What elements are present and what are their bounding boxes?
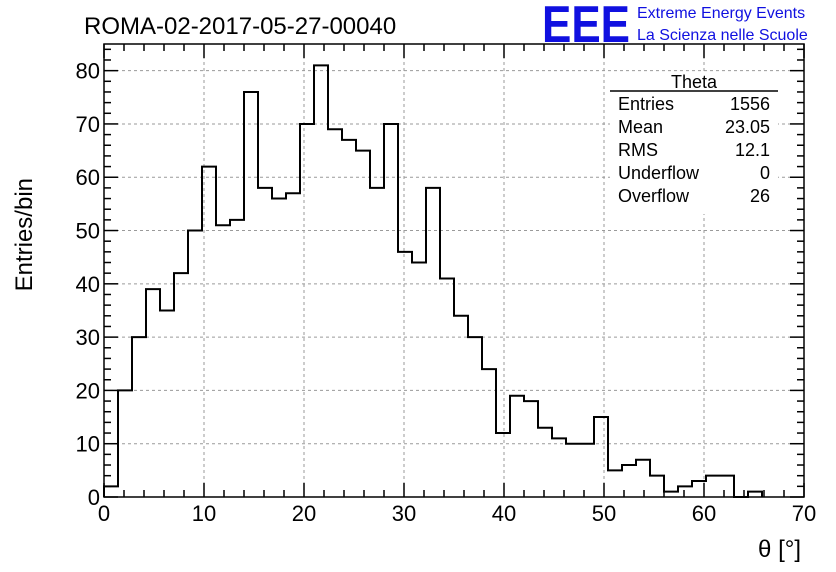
- x-tick-label: 60: [692, 501, 716, 526]
- x-tick-label: 10: [192, 501, 216, 526]
- x-tick-label: 30: [392, 501, 416, 526]
- x-tick-label: 50: [592, 501, 616, 526]
- x-tick-label: 0: [98, 501, 110, 526]
- y-tick-label: 10: [76, 432, 100, 457]
- y-tick-label: 70: [76, 112, 100, 137]
- y-tick-label: 60: [76, 165, 100, 190]
- eee-logo-mark: EEE: [542, 0, 630, 54]
- stats-box-background: [610, 74, 778, 214]
- stats-value: 0: [760, 163, 770, 183]
- x-tick-label: 70: [792, 501, 816, 526]
- stats-box: Theta Entries 1556 Mean 23.05 RMS 12.1 Underfl…: [610, 72, 778, 214]
- stats-label: RMS: [618, 140, 658, 160]
- y-tick-label: 0: [88, 485, 100, 510]
- tick-labels: 0 10 20 30 40 50 60 70 0 10 20 30 40 50 60 70 80: [76, 59, 817, 526]
- stats-label: Overflow: [618, 186, 690, 206]
- stats-rows: Entries 1556 Mean 23.05 RMS 12.1 Underflow 0 Ove…: [618, 94, 770, 206]
- y-tick-label: 80: [76, 59, 100, 84]
- plot-frame: [103, 43, 805, 498]
- stats-value: 26: [750, 186, 770, 206]
- stats-label: Underflow: [618, 163, 700, 183]
- histogram-outline: [103, 64, 763, 498]
- stats-label: Mean: [618, 117, 663, 137]
- x-tick-label: 20: [292, 501, 316, 526]
- y-tick-label: 40: [76, 272, 100, 297]
- histogram: [103, 64, 763, 498]
- x-axis-label: θ [°]: [758, 536, 801, 563]
- stats-value: 23.05: [725, 117, 770, 137]
- y-tick-label: 20: [76, 378, 100, 403]
- logo-line-1: Extreme Energy Events: [637, 5, 805, 22]
- stats-value: 12.1: [735, 140, 770, 160]
- y-tick-label: 30: [76, 325, 100, 350]
- grid: [104, 44, 804, 497]
- y-axis-label: Entries/bin: [11, 178, 38, 291]
- y-tick-label: 50: [76, 219, 100, 244]
- x-tick-label: 40: [492, 501, 516, 526]
- axis-ticks: [103, 44, 805, 498]
- stats-title: Theta: [671, 72, 718, 92]
- stats-label: Entries: [618, 94, 674, 114]
- logo-line-2: La Scienza nelle Scuole: [637, 27, 808, 44]
- chart-title: ROMA-02-2017-05-27-00040: [84, 13, 396, 40]
- stats-value: 1556: [730, 94, 770, 114]
